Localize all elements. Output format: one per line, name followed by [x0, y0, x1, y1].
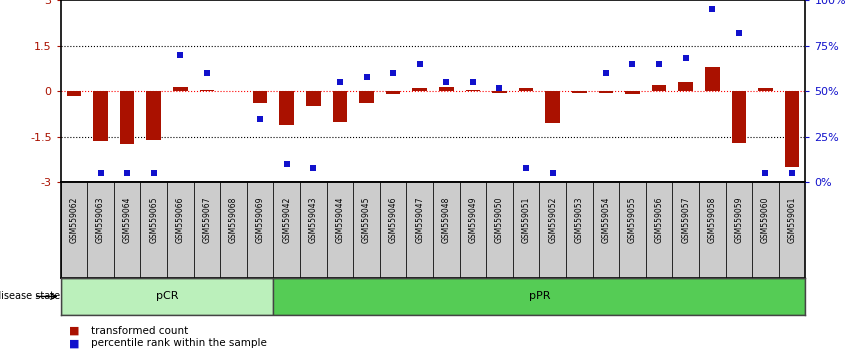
Bar [785, 91, 799, 167]
Text: GSM559043: GSM559043 [309, 197, 318, 243]
FancyBboxPatch shape [646, 182, 672, 278]
Text: GSM559054: GSM559054 [601, 197, 611, 243]
Text: GSM559045: GSM559045 [362, 197, 371, 243]
Bar [625, 91, 640, 94]
Bar [732, 91, 746, 143]
Bar [652, 85, 667, 91]
Bar [492, 91, 507, 93]
Bar [678, 82, 693, 91]
Bar [705, 67, 720, 91]
Text: GSM559064: GSM559064 [123, 197, 132, 243]
Text: GSM559067: GSM559067 [203, 197, 211, 243]
FancyBboxPatch shape [380, 182, 406, 278]
FancyBboxPatch shape [486, 182, 513, 278]
Bar [94, 91, 108, 141]
Text: GSM559069: GSM559069 [255, 197, 265, 243]
Bar [199, 90, 214, 91]
Text: transformed count: transformed count [91, 326, 188, 336]
Text: GSM559050: GSM559050 [495, 197, 504, 243]
FancyBboxPatch shape [113, 182, 140, 278]
FancyBboxPatch shape [194, 182, 220, 278]
FancyBboxPatch shape [61, 182, 87, 278]
Text: ■: ■ [69, 326, 80, 336]
Bar [519, 88, 533, 91]
Text: GSM559059: GSM559059 [734, 197, 743, 243]
Bar [359, 91, 374, 103]
Bar [253, 91, 268, 103]
FancyBboxPatch shape [672, 182, 699, 278]
Text: disease state: disease state [0, 291, 61, 302]
FancyBboxPatch shape [406, 182, 433, 278]
FancyBboxPatch shape [460, 182, 486, 278]
FancyBboxPatch shape [220, 182, 247, 278]
Bar [466, 90, 481, 91]
FancyBboxPatch shape [167, 182, 194, 278]
Bar [412, 87, 427, 91]
Text: GSM559068: GSM559068 [229, 197, 238, 243]
Bar [546, 91, 560, 123]
Text: GSM559060: GSM559060 [761, 197, 770, 243]
Text: pCR: pCR [156, 291, 178, 302]
Text: GSM559062: GSM559062 [69, 197, 79, 243]
Bar [146, 91, 161, 141]
Bar [758, 87, 772, 91]
Text: GSM559056: GSM559056 [655, 197, 663, 243]
FancyBboxPatch shape [619, 182, 646, 278]
Bar [306, 91, 320, 106]
Text: ■: ■ [69, 338, 80, 348]
FancyBboxPatch shape [779, 182, 805, 278]
Bar [280, 91, 294, 125]
FancyBboxPatch shape [353, 182, 380, 278]
FancyBboxPatch shape [753, 182, 779, 278]
Text: GSM559051: GSM559051 [521, 197, 531, 243]
Bar [120, 91, 134, 144]
Text: GSM559066: GSM559066 [176, 197, 184, 243]
Text: GSM559049: GSM559049 [469, 197, 477, 243]
FancyBboxPatch shape [87, 182, 113, 278]
Bar [598, 91, 613, 93]
Text: GSM559063: GSM559063 [96, 197, 105, 243]
FancyBboxPatch shape [433, 182, 460, 278]
Text: GSM559042: GSM559042 [282, 197, 291, 243]
Text: GSM559057: GSM559057 [682, 197, 690, 243]
Text: GSM559053: GSM559053 [575, 197, 584, 243]
FancyBboxPatch shape [540, 182, 566, 278]
Text: GSM559061: GSM559061 [787, 197, 797, 243]
FancyBboxPatch shape [513, 182, 540, 278]
Text: GSM559052: GSM559052 [548, 197, 557, 243]
Bar [439, 87, 454, 91]
Text: GSM559058: GSM559058 [708, 197, 717, 243]
Bar [572, 91, 586, 93]
Text: GSM559065: GSM559065 [149, 197, 158, 243]
FancyBboxPatch shape [300, 182, 326, 278]
FancyBboxPatch shape [726, 182, 753, 278]
FancyBboxPatch shape [247, 182, 274, 278]
Text: GSM559044: GSM559044 [335, 197, 345, 243]
Bar [61, 278, 274, 315]
Bar [333, 91, 347, 121]
Bar [173, 87, 188, 91]
Bar [274, 278, 805, 315]
FancyBboxPatch shape [699, 182, 726, 278]
Bar [67, 91, 81, 96]
Text: GSM559046: GSM559046 [389, 197, 397, 243]
Text: percentile rank within the sample: percentile rank within the sample [91, 338, 267, 348]
FancyBboxPatch shape [566, 182, 592, 278]
Text: GSM559055: GSM559055 [628, 197, 637, 243]
Text: pPR: pPR [528, 291, 550, 302]
FancyBboxPatch shape [592, 182, 619, 278]
Bar [385, 91, 400, 93]
FancyBboxPatch shape [274, 182, 300, 278]
Text: GSM559047: GSM559047 [415, 197, 424, 243]
FancyBboxPatch shape [326, 182, 353, 278]
FancyBboxPatch shape [140, 182, 167, 278]
Text: GSM559048: GSM559048 [442, 197, 451, 243]
